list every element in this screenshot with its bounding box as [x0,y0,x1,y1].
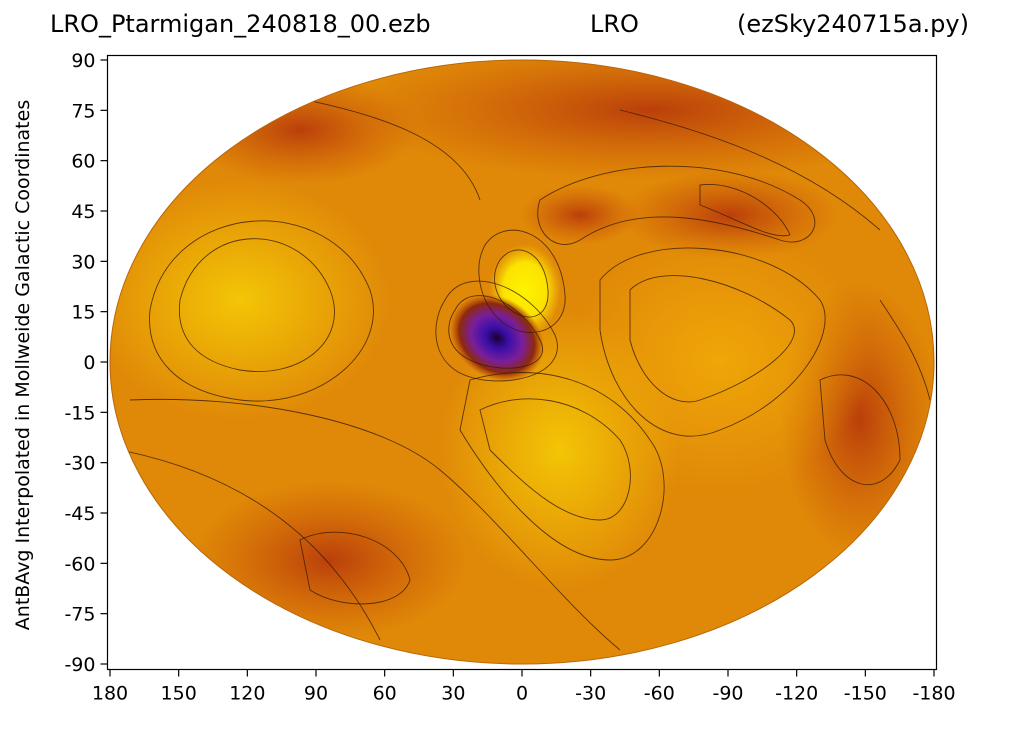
x-tick-label: 90 [304,683,328,705]
contour-line [629,275,795,403]
contour-line [435,280,558,382]
heatmap-cool-lower-left [190,480,470,640]
heatmap-cool-arc [520,185,640,245]
contour-line [149,220,374,402]
x-tick-label: -30 [575,683,606,705]
y-tick-label: -90 [64,654,95,676]
heatmap-cool-upper-left [180,75,420,185]
heatmap-dark-minimum [450,294,544,382]
y-tick-label: 0 [83,352,95,374]
y-tick-label: 75 [71,100,95,122]
contour-line [178,238,335,372]
contour-line [119,449,381,641]
x-tick-label: 60 [373,683,397,705]
contour-line [448,295,543,369]
y-tick-label: -30 [64,453,95,475]
x-axis-ticks: 180 150 120 90 60 30 0 -30 -60 -90 -120 -150 -180 [92,669,956,705]
y-tick-label: 90 [71,50,95,72]
x-tick-label: 150 [161,683,197,705]
file-title: LRO_Ptarmigan_240818_00.ezb [50,10,431,38]
contour-line [537,165,816,245]
y-tick-label: -60 [64,553,95,575]
y-axis-ticks: 90 75 60 45 30 15 0 -15 -30 -45 -60 -75 -90 [64,50,108,676]
contour-line [459,372,665,561]
x-tick-label: 120 [229,683,265,705]
heatmap-field [110,60,934,664]
contour-line [619,109,881,231]
x-tick-label: 30 [441,683,465,705]
heatmap-warm-right [570,230,870,490]
contour-line [494,249,549,318]
map-outline [109,59,935,665]
x-tick-label: 180 [92,683,128,705]
script-title: (ezSky240715a.py) [737,10,969,38]
contour-line [479,398,631,521]
x-tick-label: 0 [516,683,528,705]
heatmap-warm-left [110,180,390,420]
y-tick-label: -75 [64,604,95,626]
y-tick-label: 30 [71,251,95,273]
contour-lines [119,89,931,651]
x-tick-label: -180 [912,683,955,705]
y-tick-label: 15 [71,302,95,324]
heatmap-cool-top [350,60,934,180]
contour-line [129,398,621,651]
contour-line [478,229,566,333]
contour-line [299,531,411,605]
contour-line [879,299,931,401]
contour-line [599,247,826,437]
x-tick-label: -120 [775,683,818,705]
contour-line [819,374,901,486]
station-title: LRO [590,10,639,38]
y-tick-label: 45 [71,201,95,223]
x-tick-label: -60 [644,683,675,705]
y-tick-label: -45 [64,503,95,525]
y-tick-label: 60 [71,151,95,173]
title-row: LRO_Ptarmigan_240818_00.ezb LRO (ezSky24… [0,10,1024,44]
x-tick-label: -150 [844,683,887,705]
x-tick-label: -90 [712,683,743,705]
contour-line [699,184,791,237]
y-tick-label: -15 [64,402,95,424]
